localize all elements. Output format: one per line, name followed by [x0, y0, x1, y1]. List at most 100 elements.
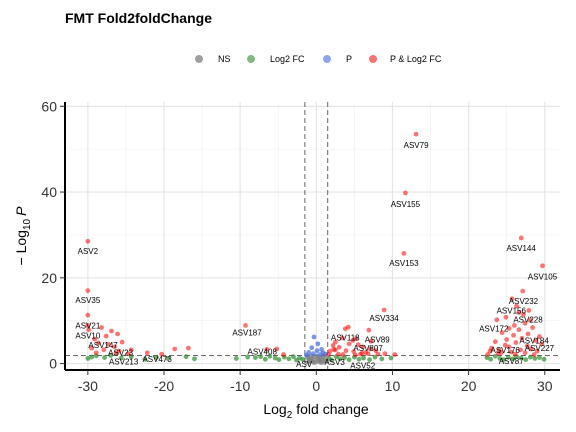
- point-log2-fc: [510, 356, 516, 362]
- legend-label-ns: NS: [218, 54, 231, 64]
- point-log2-fc: [233, 356, 239, 361]
- x-axis-title: Log2 fold change: [263, 401, 369, 421]
- y-tick-label: 60: [41, 98, 57, 114]
- point-p-log2-fc: [413, 131, 419, 137]
- point-label: ASV184: [519, 336, 549, 345]
- y-axis-title: − Log10 P: [13, 206, 33, 266]
- point-log2-fc: [85, 356, 91, 361]
- point-p-log2-fc: [360, 344, 366, 350]
- point-p-log2-fc: [274, 346, 280, 352]
- point-p-log2-fc: [89, 345, 95, 351]
- point-log2-fc: [272, 355, 278, 361]
- point-p-log2-fc: [504, 337, 510, 342]
- point-p-log2-fc: [342, 326, 348, 332]
- point-p: [309, 345, 315, 351]
- point-p-log2-fc: [492, 339, 498, 345]
- point-p-log2-fc: [521, 311, 526, 317]
- point-p-log2-fc: [524, 343, 530, 349]
- point-label: ASV3: [324, 358, 345, 367]
- point-p-log2-fc: [540, 263, 545, 269]
- point-p-log2-fc: [85, 323, 91, 328]
- point-ns: [323, 358, 329, 364]
- point-label: ASV232: [509, 297, 539, 306]
- x-tick-label: 30: [537, 378, 553, 394]
- point-p-log2-fc: [243, 323, 248, 328]
- x-axis-title-sub: 2: [287, 410, 293, 421]
- point-p-log2-fc: [99, 325, 104, 330]
- point-log2-fc: [523, 357, 529, 363]
- point-log2-fc: [388, 355, 394, 361]
- point-log2-fc: [300, 356, 305, 362]
- point-label: ASV473: [142, 355, 172, 364]
- point-label: ASV147: [88, 341, 118, 350]
- point-label: ASV89: [365, 336, 390, 345]
- x-axis-title-prefix: Log: [263, 401, 286, 417]
- point-p-log2-fc: [366, 327, 372, 333]
- point-p-log2-fc: [159, 351, 165, 357]
- point-p-log2-fc: [113, 350, 119, 356]
- point-label: ASV176: [490, 346, 520, 355]
- point-p-log2-fc: [506, 326, 512, 331]
- point-p-log2-fc: [514, 303, 519, 309]
- point-label: ASV144: [506, 244, 536, 253]
- point-p-log2-fc: [494, 317, 500, 323]
- point-ns: [316, 357, 321, 363]
- point-p-log2-fc: [533, 338, 539, 343]
- point-label: ASV87: [499, 357, 524, 366]
- point-p-log2-fc: [382, 351, 388, 357]
- point-p-log2-fc: [373, 348, 379, 354]
- point-p-log2-fc: [516, 327, 522, 333]
- point-log2-fc: [183, 354, 189, 360]
- point-p-log2-fc: [513, 340, 519, 345]
- point-log2-fc: [356, 356, 362, 362]
- point-label: ASV172: [479, 324, 509, 333]
- point-p-log2-fc: [503, 314, 509, 320]
- chart-title: FMT Fold2foldChange: [65, 10, 212, 26]
- point-log2-fc: [267, 353, 273, 359]
- point-label: ASV156: [497, 306, 527, 315]
- point-p-log2-fc: [365, 351, 371, 357]
- point-label: ASV105: [528, 273, 558, 282]
- point-p-log2-fc: [531, 352, 537, 357]
- point-p: [304, 352, 309, 358]
- point-log2-fc: [276, 357, 282, 363]
- point-log2-fc: [262, 356, 268, 362]
- point-p-log2-fc: [103, 333, 109, 339]
- point-p-log2-fc: [125, 351, 131, 357]
- point-p-log2-fc: [519, 335, 525, 341]
- point-p-log2-fc: [499, 330, 505, 336]
- point-p-log2-fc: [392, 352, 398, 357]
- point-p-log2-fc: [403, 190, 408, 196]
- point-p-log2-fc: [85, 238, 91, 244]
- point-log2-fc: [488, 356, 494, 362]
- point-log2-fc: [337, 356, 343, 362]
- point-log2-fc: [102, 355, 107, 360]
- point-p-log2-fc: [516, 310, 522, 315]
- point-log2-fc: [165, 356, 171, 361]
- point-p-log2-fc: [115, 331, 120, 337]
- point-p-log2-fc: [332, 339, 338, 345]
- legend-swatch-ns: [195, 55, 203, 63]
- point-p-log2-fc: [343, 348, 349, 354]
- point-p-log2-fc: [518, 235, 524, 241]
- point-p-log2-fc: [530, 325, 535, 330]
- point-log2-fc: [497, 356, 503, 361]
- point-label: ASV408: [248, 348, 278, 357]
- point-p-log2-fc: [128, 347, 134, 353]
- point-log2-fc: [367, 357, 373, 363]
- point-p-log2-fc: [264, 347, 270, 352]
- x-tick-label: 10: [385, 378, 401, 394]
- x-tick-label: -30: [78, 378, 98, 394]
- point-p-log2-fc: [172, 346, 178, 352]
- x-tick-label: -20: [154, 378, 174, 394]
- point-log2-fc: [505, 354, 511, 360]
- point-p-log2-fc: [330, 343, 336, 348]
- point-log2-fc: [286, 356, 292, 362]
- point-label: ASV: [296, 360, 313, 369]
- point-log2-fc: [527, 354, 533, 360]
- point-p-log2-fc: [85, 288, 91, 294]
- point-log2-fc: [346, 357, 352, 363]
- point-label: ASV79: [404, 141, 429, 150]
- point-p-log2-fc: [96, 340, 101, 346]
